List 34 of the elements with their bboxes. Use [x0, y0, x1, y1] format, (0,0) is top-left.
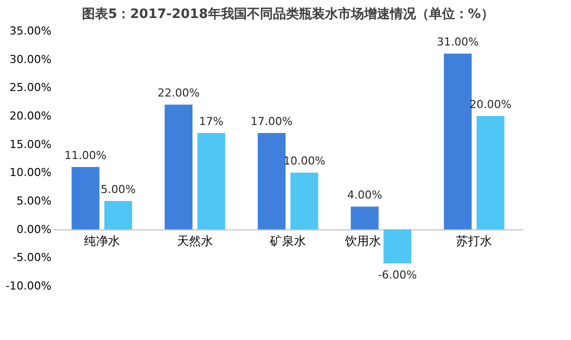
y-tick-label: 20.00% — [10, 110, 52, 122]
bar — [476, 116, 504, 230]
data-label: -6.00% — [378, 268, 417, 282]
bar — [444, 54, 472, 230]
x-tick-label: 饮用水 — [344, 234, 382, 248]
y-tick-label: 35.00% — [10, 24, 52, 38]
data-label: 22.00% — [158, 86, 200, 100]
x-tick-label: 天然水 — [176, 234, 213, 248]
bar — [350, 206, 379, 230]
bar — [72, 167, 100, 230]
bar — [384, 229, 412, 264]
y-tick-label: 0.00% — [16, 222, 52, 236]
y-tick-label: 15.00% — [10, 138, 52, 151]
data-label: 17% — [199, 115, 224, 128]
y-tick-label: -10.00% — [6, 280, 52, 292]
data-label: 5.00% — [100, 183, 136, 196]
y-tick-label: 30.00% — [10, 52, 52, 66]
x-tick-label: 纯净水 — [84, 234, 120, 248]
x-tick-label: 矿泉水 — [269, 234, 306, 248]
data-label: 31.00% — [436, 36, 479, 49]
bar — [197, 133, 226, 230]
y-tick-label: 10.00% — [10, 166, 52, 180]
x-tick-label: 苏打水 — [456, 234, 492, 248]
bar — [258, 133, 286, 230]
y-tick-label: -5.00% — [12, 251, 52, 264]
y-tick-label: 25.00% — [10, 81, 52, 94]
data-label: 11.00% — [64, 149, 106, 162]
data-label: 4.00% — [347, 188, 382, 202]
y-tick-label: 5.00% — [16, 194, 52, 208]
bar — [164, 104, 192, 230]
chart-title: 图表5：2017-2018年我国不同品类瓶装水市场增速情况（单位：%） — [82, 6, 494, 22]
bar — [104, 201, 132, 230]
bar — [290, 172, 318, 230]
data-label: 17.00% — [250, 115, 293, 128]
